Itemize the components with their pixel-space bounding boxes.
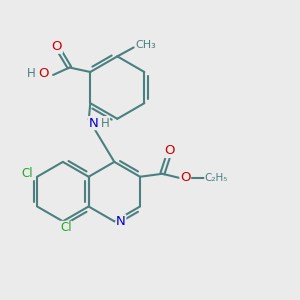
Text: O: O [52, 40, 62, 53]
Text: O: O [164, 144, 175, 158]
Text: Cl: Cl [60, 221, 72, 234]
Text: C₂H₅: C₂H₅ [205, 172, 228, 183]
Text: Cl: Cl [21, 167, 32, 180]
Text: O: O [38, 67, 49, 80]
Text: N: N [116, 215, 126, 228]
Text: N: N [88, 117, 98, 130]
Text: H: H [27, 67, 36, 80]
Text: CH₃: CH₃ [136, 40, 157, 50]
Text: O: O [180, 171, 190, 184]
Text: H: H [101, 117, 110, 130]
